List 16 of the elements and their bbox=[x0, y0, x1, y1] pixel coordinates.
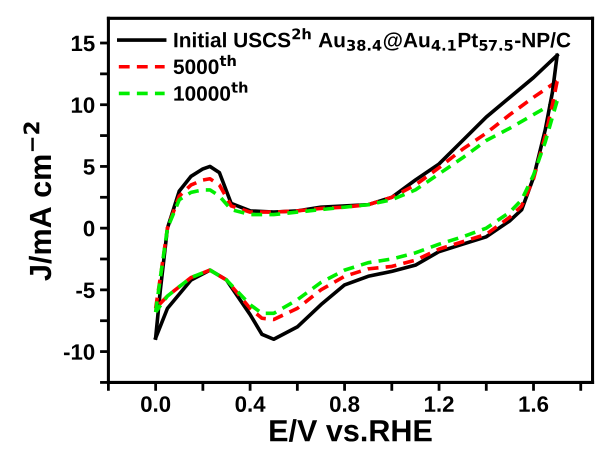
y-axis-title: J/mA cm$^{−2}$ bbox=[23, 122, 52, 281]
x-tick-label: 0.0 bbox=[141, 396, 170, 412]
legend-label: 10000$^{th}$ bbox=[174, 82, 248, 101]
x-tick-label: 1.2 bbox=[425, 396, 454, 412]
y-tick-label: 0 bbox=[84, 220, 94, 236]
legend-label: 5000$^{th}$ bbox=[174, 54, 236, 74]
x-tick-label: 0.4 bbox=[236, 396, 266, 412]
y-tick-label: -5 bbox=[76, 282, 95, 298]
y-tick-label: 10 bbox=[72, 97, 94, 113]
y-tick-label: 15 bbox=[72, 36, 95, 52]
text: Initial USCS$^{2h}$ Au$_{38.4}$@Au$_{4.1}$Pt$_{57.5}$-NP/C bbox=[174, 28, 570, 51]
x-axis-title: E/V vs.RHE bbox=[270, 419, 432, 442]
y-tick-label: -10 bbox=[64, 344, 94, 360]
x-tick-label: 1.6 bbox=[519, 396, 548, 412]
x-tick-label: 0.8 bbox=[330, 396, 360, 412]
y-tick-label: 5 bbox=[84, 159, 95, 175]
